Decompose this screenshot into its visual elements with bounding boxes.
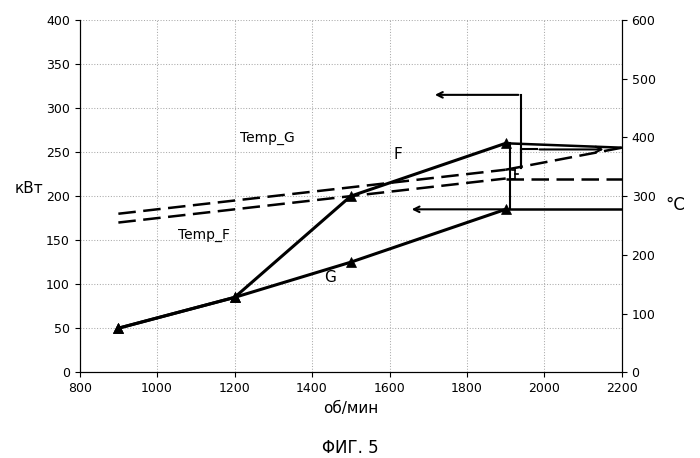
Text: Temp_F: Temp_F [178,228,230,241]
Text: F: F [393,147,402,162]
Y-axis label: °C: °C [665,196,685,214]
Text: ΦИГ. 5: ΦИГ. 5 [322,439,378,458]
Text: G: G [323,270,335,285]
Text: Temp_G: Temp_G [240,131,295,145]
X-axis label: об/мин: об/мин [323,400,379,415]
Y-axis label: кВт: кВт [15,181,44,196]
